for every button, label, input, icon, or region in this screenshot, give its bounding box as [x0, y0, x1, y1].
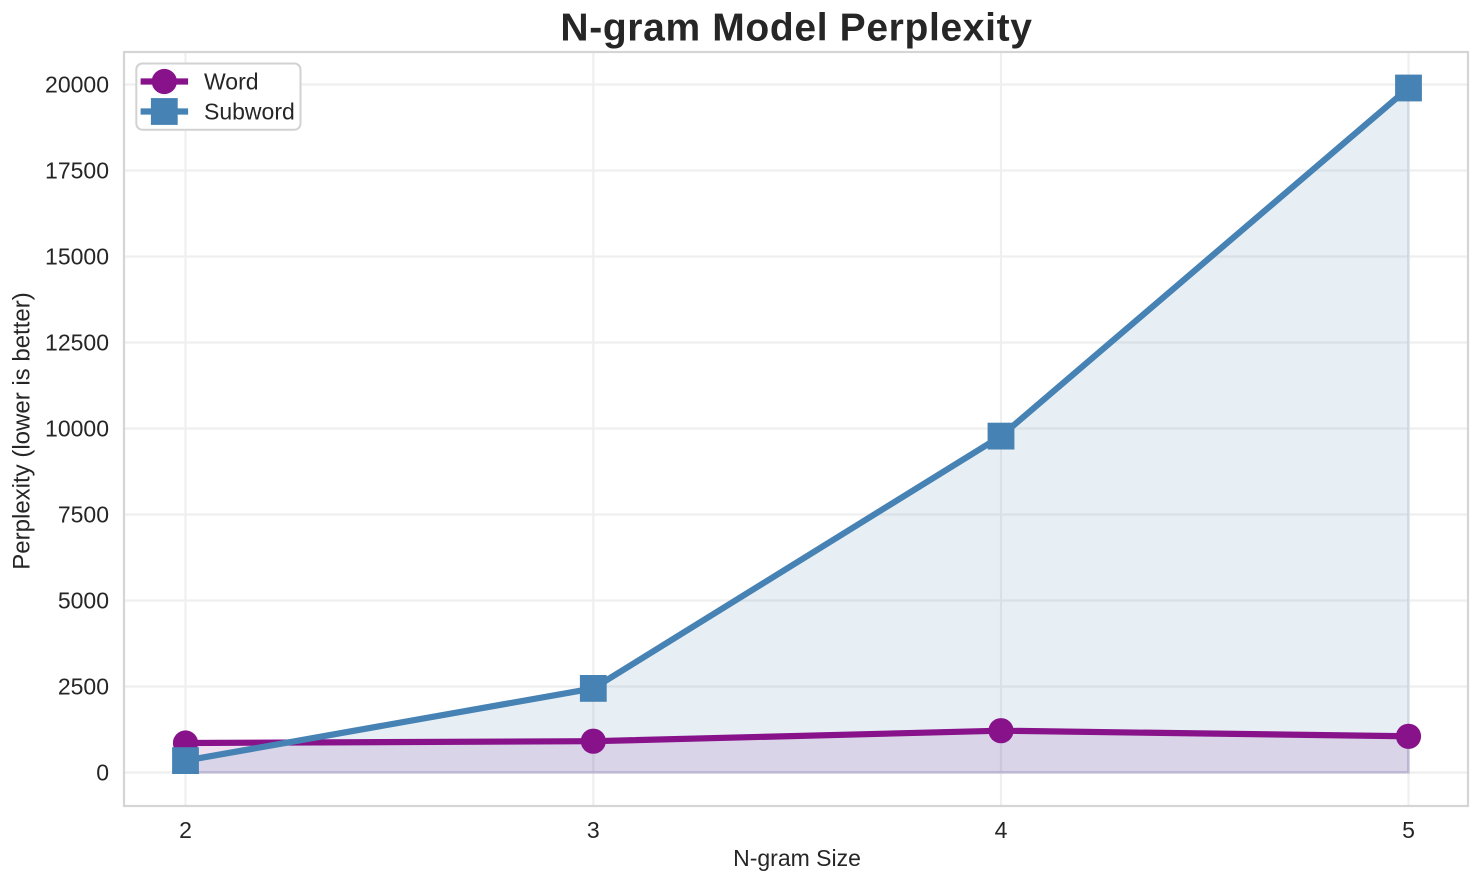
svg-text:N-gram Size: N-gram Size	[733, 845, 861, 871]
svg-text:10000: 10000	[45, 416, 109, 442]
svg-text:2: 2	[179, 817, 192, 843]
svg-text:2500: 2500	[58, 674, 109, 700]
svg-text:Word: Word	[204, 69, 259, 95]
svg-text:20000: 20000	[45, 72, 109, 98]
svg-text:Subword: Subword	[204, 99, 295, 125]
svg-text:12500: 12500	[45, 330, 109, 356]
svg-text:4: 4	[995, 817, 1008, 843]
svg-text:17500: 17500	[45, 158, 109, 184]
svg-text:3: 3	[587, 817, 600, 843]
svg-text:Perplexity (lower is better): Perplexity (lower is better)	[9, 292, 36, 569]
svg-text:N-gram Model Perplexity: N-gram Model Perplexity	[560, 6, 1032, 49]
svg-text:5000: 5000	[58, 588, 109, 614]
svg-text:0: 0	[96, 760, 109, 786]
svg-text:5: 5	[1402, 817, 1415, 843]
svg-text:15000: 15000	[45, 244, 109, 270]
svg-text:7500: 7500	[58, 502, 109, 528]
